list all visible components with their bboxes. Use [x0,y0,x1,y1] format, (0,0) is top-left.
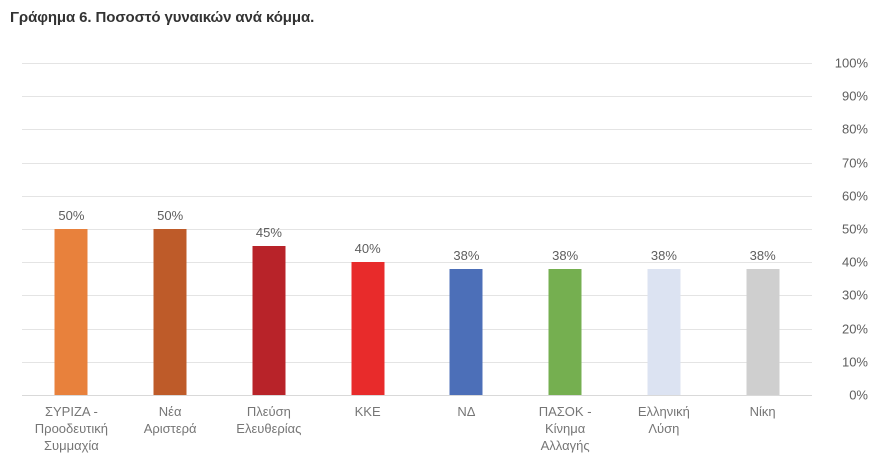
gridline [22,262,812,264]
gridline [22,195,812,197]
bar-group[interactable]: 45% [220,63,319,395]
x-axis-tick-line: Νίκη [749,404,776,419]
y-axis-tick-label: 80% [841,121,868,137]
bars-layer: 50% 50% 45% 40% 38% 38% 38% 38% [22,63,812,395]
gridline [22,129,812,131]
y-axis-tick-label: 20% [841,321,868,337]
bar-group[interactable]: 40% [318,63,417,395]
bar[interactable] [54,229,88,395]
x-axis-tick-label: Πλεύση Ελευθερίας [220,403,319,437]
bar-value-label: 50% [157,208,184,223]
bar[interactable] [351,262,385,395]
bar-value-label: 38% [552,247,579,263]
gridline [22,229,812,230]
x-axis-tick-line: Αλλαγής [540,438,590,453]
x-axis-tick-line: Ελληνική [637,404,690,419]
x-axis-tick-label: Ελληνική Λύση [615,403,714,437]
x-axis-tick-line: ΝΔ [457,404,476,419]
bar-value-label: 38% [453,247,480,263]
gridline [22,395,812,396]
y-axis-tick-label: 30% [841,287,868,303]
bar-group[interactable]: 38% [615,63,714,395]
bar[interactable] [153,229,187,395]
x-axis-tick-line: Αριστερά [143,421,197,436]
x-axis-tick-line: Προοδευτική [34,421,108,436]
y-axis-tick-label: 70% [841,155,868,171]
x-axis-tick-line: Λύση [648,421,680,436]
x-axis-tick-line: Πλεύση [246,404,291,419]
gridline [22,63,812,64]
bar-value-label: 38% [650,247,677,263]
x-axis-tick-line: ΚΚΕ [354,404,381,419]
chart-title: Γράφημα 6. Ποσοστό γυναικών ανά κόμμα. [10,9,315,26]
y-axis-tick-label: 100% [834,55,868,71]
bar-value-label: 40% [354,241,381,257]
bar[interactable] [548,268,582,395]
bar-group[interactable]: 50% [22,63,121,395]
x-axis-tick-label: ΝΔ [417,403,516,420]
y-axis-tick-label: 90% [841,88,868,104]
y-axis-tick-label: 10% [841,354,868,370]
x-axis-tick-line: Συμμαχία [43,438,99,453]
gridline [22,328,812,330]
bar-value-label: 45% [255,224,282,240]
bar[interactable] [449,268,483,395]
gridline [22,295,812,297]
plot-area [22,63,812,396]
gridline [22,361,812,363]
x-axis-tick-line: ΣΥΡΙΖΑ - [44,404,98,419]
x-axis-tick-line: Νέα [158,404,182,419]
y-axis-tick-label: 0% [849,387,868,403]
bar-value-label: 50% [58,208,85,223]
bar-group[interactable]: 38% [713,63,812,395]
y-axis-tick-label: 40% [841,254,868,270]
x-axis-tick-label: Νέα Αριστερά [121,403,220,437]
y-axis-tick-label: 60% [841,188,868,204]
x-axis-tick-label: ΚΚΕ [318,403,417,420]
y-axis-tick-label: 50% [841,221,868,237]
x-axis-tick-label: ΠΑΣΟΚ - Κίνημα Αλλαγής [516,403,615,454]
bar[interactable] [746,268,780,395]
x-axis-tick-label: ΣΥΡΙΖΑ - Προοδευτική Συμμαχία [22,403,121,454]
bar-group[interactable]: 50% [121,63,220,395]
bar-group[interactable]: 38% [417,63,516,395]
x-axis: ΣΥΡΙΖΑ - Προοδευτική Συμμαχία Νέα Αριστερά Πλ… [22,403,812,469]
gridline [22,96,812,98]
x-axis-tick-line: Ελευθερίας [236,421,302,436]
bar[interactable] [252,245,286,395]
bar[interactable] [647,268,681,395]
y-axis: 100% 90% 80% 70% 60% 50% 40% 30% 20% 10% 0% [808,56,868,403]
x-axis-tick-line: ΠΑΣΟΚ - [538,404,592,419]
x-axis-tick-line: Κίνημα [544,421,586,436]
gridline [22,162,812,164]
bar-group[interactable]: 38% [516,63,615,395]
x-axis-tick-label: Νίκη [713,403,812,420]
bar-value-label: 38% [749,247,776,263]
